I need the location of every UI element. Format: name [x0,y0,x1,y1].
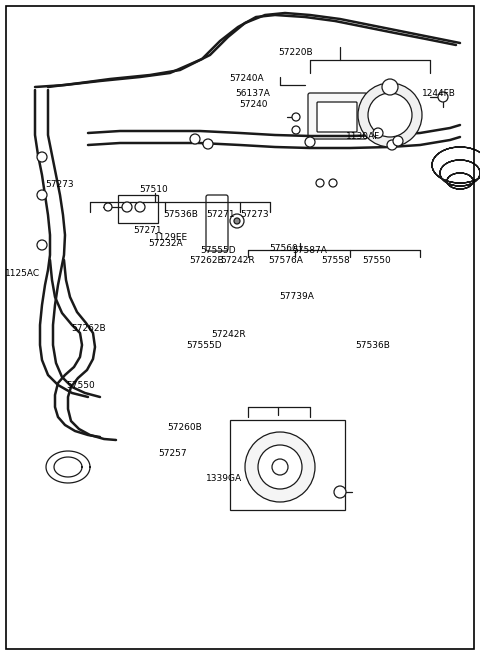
Circle shape [203,139,213,149]
Bar [118,195,158,223]
Circle shape [316,179,324,187]
Text: 57739A: 57739A [279,291,314,301]
Circle shape [37,190,47,200]
FancyBboxPatch shape [308,93,367,139]
Circle shape [438,92,448,102]
Circle shape [393,136,403,146]
FancyBboxPatch shape [206,195,228,251]
Circle shape [122,202,132,212]
Text: 57240: 57240 [239,100,267,109]
Text: 57587A: 57587A [292,246,327,255]
Text: 57257: 57257 [158,449,187,458]
Circle shape [230,214,244,228]
Text: 57242R: 57242R [211,329,246,339]
Text: 57262B: 57262B [190,256,224,265]
Text: 57550: 57550 [362,256,391,265]
Circle shape [334,486,346,498]
Text: 56137A: 56137A [235,88,270,98]
Text: 57576A: 57576A [268,256,303,265]
Circle shape [387,140,397,150]
Text: 1130AF: 1130AF [346,132,380,141]
Text: 57262B: 57262B [71,324,106,333]
Circle shape [358,83,422,147]
Text: 57273: 57273 [46,180,74,189]
Text: 57240A: 57240A [229,74,264,83]
FancyBboxPatch shape [317,102,357,132]
Circle shape [305,137,315,147]
Text: 57555D: 57555D [201,246,236,255]
Text: 57273: 57273 [240,210,269,219]
Text: 57232A: 57232A [148,239,182,248]
Circle shape [329,179,337,187]
Bar [230,420,345,510]
Circle shape [245,432,315,502]
Circle shape [135,202,145,212]
Text: 57271: 57271 [206,210,235,219]
Text: 57242R: 57242R [220,256,254,265]
Circle shape [272,459,288,475]
Text: 57260B: 57260B [167,422,202,432]
Text: 57536B: 57536B [163,210,198,219]
Text: 57550: 57550 [66,381,95,390]
Circle shape [258,445,302,489]
Text: 57536B: 57536B [355,341,390,350]
Circle shape [368,93,412,137]
Circle shape [37,152,47,162]
Circle shape [37,240,47,250]
Circle shape [104,203,112,211]
Circle shape [382,79,398,95]
Text: 57220B: 57220B [278,48,313,57]
Text: 1244FB: 1244FB [422,88,456,98]
Circle shape [292,126,300,134]
Circle shape [190,134,200,144]
Text: 57271: 57271 [133,226,162,235]
Circle shape [373,128,383,138]
Text: 1339GA: 1339GA [206,474,242,483]
Circle shape [234,218,240,224]
Text: 1125AC: 1125AC [5,269,40,278]
Text: 57555D: 57555D [186,341,222,350]
Text: 1129EE: 1129EE [154,233,188,242]
Text: 57558: 57558 [322,256,350,265]
Circle shape [292,113,300,121]
Text: 57510: 57510 [139,185,168,195]
Text: 57560: 57560 [269,244,298,253]
